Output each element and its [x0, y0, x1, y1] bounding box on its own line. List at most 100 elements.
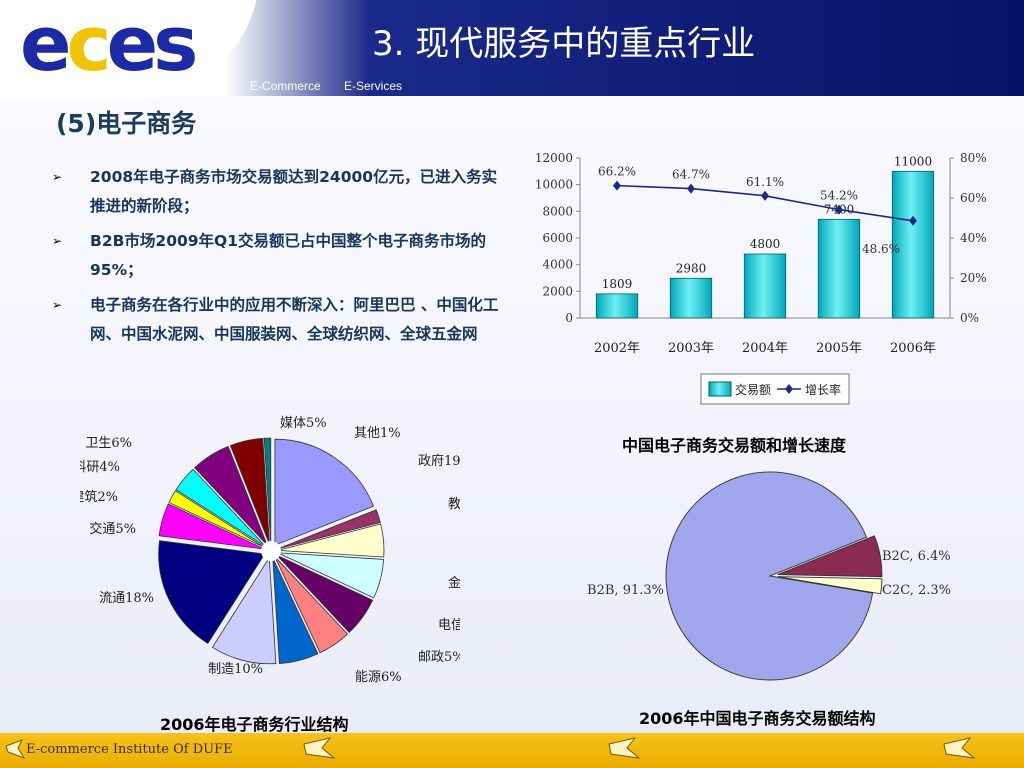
pie-slice — [277, 523, 385, 558]
legend-swatch-bar — [708, 381, 732, 397]
subtitle-ecommerce: E-Commerce — [250, 79, 321, 93]
growth-point — [761, 190, 769, 201]
y-tick-label: 6000 — [542, 231, 573, 245]
pie-slice — [194, 446, 268, 546]
industry-structure-caption: 2006年电子商务行业结构 — [160, 715, 349, 734]
y-tick-label: 4000 — [542, 258, 573, 272]
y-tick-label: 12000 — [535, 151, 573, 165]
bullet-text: 2008年电子商务市场交易额达到24000亿元，已进入务实推进的新阶段； — [90, 168, 498, 215]
pie-slice — [158, 503, 265, 550]
y-tick-label: 10000 — [535, 178, 573, 192]
pie-slice — [158, 540, 266, 645]
pie-slice — [274, 556, 349, 654]
y-tick-label: 0 — [565, 311, 573, 325]
pie-slice — [665, 471, 874, 681]
x-tick-label: 2003年 — [668, 341, 714, 356]
x-tick-label: 2006年 — [890, 341, 936, 356]
footer-text: E-commerce Institute Of DUFE — [26, 742, 233, 757]
pie-slice-label: 媒体5% — [280, 416, 327, 431]
industry-structure-pie: 政府19%教育2%家庭5%金融6%电信6%邮政5%能源6%制造10%流通18%交… — [80, 416, 460, 685]
y-tick-label: 2000 — [542, 284, 573, 298]
pie-slice-label: 制造10% — [208, 662, 263, 677]
pie-slice-label: 教育2% — [448, 496, 460, 512]
bar — [669, 277, 713, 319]
legend-label-bar: 交易额 — [735, 382, 771, 397]
growth-value-label: 48.6% — [862, 242, 900, 256]
slide-footer: E-commerce Institute Of DUFE — [0, 733, 1024, 768]
bullet-item: ➢ B2B市场2009年Q1交易额已占中国整个电子商务市场的95%； — [52, 227, 512, 285]
footer-swoosh-icon — [5, 739, 26, 759]
bullet-text: B2B市场2009年Q1交易额已占中国整个电子商务市场的95%； — [90, 232, 487, 279]
pie-slice — [777, 535, 883, 578]
bullet-text: 电子商务在各行业中的应用不断深入：阿里巴巴 、中国化工网、中国水泥网、中国服装网… — [90, 296, 499, 343]
pie-slice-label: 科研4% — [80, 460, 120, 475]
pie-slice-label: 能源6% — [355, 670, 402, 685]
eces-logo: eces — [20, 0, 198, 88]
arrow-bullet-icon: ➢ — [52, 170, 63, 184]
y2-tick-label: 20% — [960, 271, 987, 285]
footer-swoosh-icon — [608, 737, 641, 759]
pie-slice — [211, 556, 277, 665]
y2-tick-label: 60% — [960, 191, 987, 205]
bullet-list: ➢ 2008年电子商务市场交易额达到24000亿元，已进入务实推进的新阶段； ➢ B… — [52, 163, 512, 355]
pie-slice-label: 邮政5% — [418, 650, 460, 665]
pie-slice — [777, 576, 883, 595]
pie-slice — [272, 557, 319, 664]
bar-value-label: 11000 — [894, 154, 932, 168]
bar — [817, 218, 861, 319]
arrow-bullet-icon: ➢ — [52, 234, 63, 248]
section-title: (5)电子商务 — [56, 109, 197, 138]
growth-value-label: 64.7% — [672, 168, 710, 182]
bullet-item: ➢ 电子商务在各行业中的应用不断深入：阿里巴巴 、中国化工网、中国水泥网、中国服装… — [52, 291, 512, 349]
arrow-bullet-icon: ➢ — [52, 298, 63, 312]
subtitle-eservices: E-Services — [344, 79, 403, 93]
pie-slice — [175, 468, 266, 547]
slide-title: 3. 现代服务中的重点行业 — [372, 24, 756, 64]
y2-tick-label: 80% — [960, 151, 987, 165]
trade-structure-caption: 2006年中国电子商务交易额结构 — [639, 709, 876, 728]
slide-header: eces E-Commerce E-Services 3. 现代服务中的重点行业 — [0, 0, 1024, 100]
bar-value-label: 1809 — [602, 277, 633, 291]
pie-slice-label: 卫生6% — [85, 436, 132, 451]
chart-legend: 交易额 增长率 — [700, 373, 850, 405]
y2-tick-label: 0% — [960, 311, 979, 325]
pie-slice — [276, 554, 374, 633]
bar-value-label: 4800 — [750, 237, 781, 251]
pie-slice-label: 电信6% — [438, 618, 460, 633]
pie-slice — [229, 437, 270, 545]
pie-slice — [263, 437, 272, 545]
pie-slice-label: B2C, 6.4% — [882, 549, 951, 564]
x-tick-label: 2002年 — [594, 341, 640, 356]
trade-volume-chart: 0 2000 4000 6000 8000 10000 12000 0% 20% 40% 60% 80… — [535, 151, 987, 405]
pie-center-hole — [261, 541, 281, 561]
growth-point — [909, 215, 917, 226]
bar — [743, 253, 787, 319]
legend-swatch-marker — [785, 384, 793, 394]
growth-point — [613, 180, 621, 191]
growth-point — [687, 183, 695, 194]
x-tick-label: 2005年 — [816, 341, 862, 356]
pie-slice — [277, 552, 384, 599]
pie-slice-label: 交通5% — [89, 521, 136, 537]
pie-slice-label: C2C, 2.3% — [882, 583, 951, 598]
footer-swoosh-icon — [303, 737, 336, 759]
pie-slice-label: 政府19% — [418, 454, 460, 469]
y-tick-label: 8000 — [542, 204, 573, 218]
bar-value-label: 2980 — [676, 261, 707, 275]
bullet-item: ➢ 2008年电子商务市场交易额达到24000亿元，已进入务实推进的新阶段； — [52, 163, 512, 221]
pie-slice — [168, 490, 266, 548]
trade-structure-pie: B2C, 6.4% C2C, 2.3% B2B, 91.3% — [587, 471, 951, 681]
bar — [595, 293, 639, 319]
growth-value-label: 66.2% — [598, 165, 636, 179]
trade-volume-caption: 中国电子商务交易额和增长速度 — [622, 436, 847, 455]
pie-slice-label: 建筑2% — [80, 489, 118, 505]
pie-slice — [277, 509, 381, 550]
x-tick-label: 2004年 — [742, 341, 788, 356]
pie-slice-label: 流通18% — [99, 591, 154, 606]
growth-point — [835, 204, 843, 215]
footer-swoosh-icon — [943, 737, 976, 759]
growth-value-label: 61.1% — [746, 175, 784, 189]
pie-slice-label: 其他1% — [354, 426, 401, 441]
pie-slice-label: B2B, 91.3% — [587, 583, 664, 598]
bar — [891, 170, 935, 319]
